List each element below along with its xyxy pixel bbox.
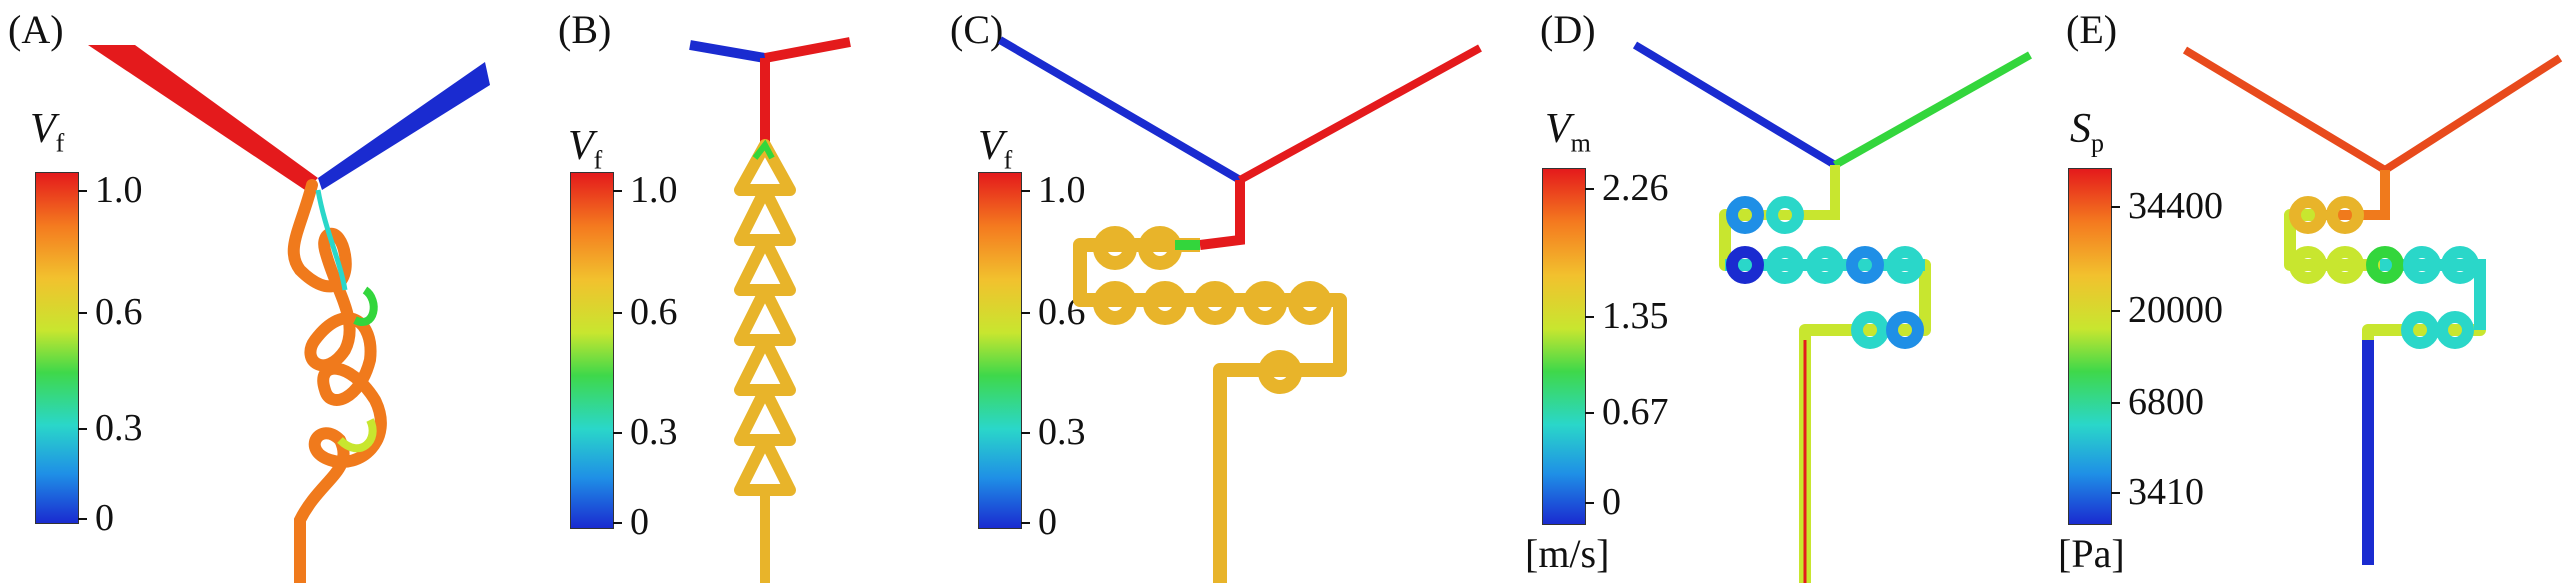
colorbar-tick-label: 0.3 [630, 411, 678, 453]
colorbar [35, 172, 79, 524]
colorbar-tick [2111, 206, 2120, 208]
colorbar-tick [1585, 188, 1594, 190]
microchannel-diagram [1632, 41, 2032, 583]
colorbar-tick-label: 6800 [2128, 381, 2204, 423]
green-stream [337, 418, 377, 453]
colorbar-symbol: V [1545, 106, 1571, 152]
stem-green [1760, 165, 1840, 220]
stem-red [1199, 180, 1245, 250]
inlet-red [764, 37, 851, 63]
colorbar-tick-label: 0.67 [1602, 391, 1669, 433]
inlet-blue [1632, 41, 1838, 169]
colorbar-tick [78, 312, 87, 314]
colorbar-tick [613, 312, 622, 314]
colorbar-tick-label: 2.26 [1602, 167, 1669, 209]
colorbar-tick-label: 0 [1602, 481, 1621, 523]
panel-b: (B) Vf 1.0 0.6 0.3 0 [500, 0, 900, 583]
colorbar-subscript: p [2091, 128, 2104, 158]
colorbar-tick [1021, 312, 1030, 314]
inlet-blue [318, 62, 490, 190]
colorbar-tick [78, 190, 87, 192]
colorbar-tick-label: 0.6 [95, 291, 143, 333]
colorbar-subscript: f [1003, 145, 1013, 175]
colorbar-title: Vf [30, 105, 64, 158]
colorbar-tick [1021, 522, 1030, 524]
inlet-junction-stream [315, 189, 348, 291]
colorbar-tick [1585, 316, 1594, 318]
panel-d: (D) Vm 2.26 1.35 0.67 0 [m/s] [1500, 0, 2050, 583]
inlet-red [1238, 44, 1482, 184]
colorbar-tick-label: 20000 [2128, 289, 2223, 331]
colorbar-tick [2111, 492, 2120, 494]
stem-orange [2320, 170, 2390, 220]
colorbar-tick [2111, 310, 2120, 312]
serpentine-loops [1073, 226, 1347, 583]
panel-label: (B) [558, 7, 612, 52]
colorbar-tick [2111, 402, 2120, 404]
colorbar [570, 172, 614, 529]
colorbar-tick [1021, 190, 1030, 192]
panel-label: (E) [2066, 7, 2118, 52]
colorbar [2068, 168, 2112, 525]
serpentine-loops [1719, 196, 1931, 583]
colorbar [978, 172, 1022, 529]
colorbar-title: Sp [2070, 105, 2104, 158]
colorbar-tick-label: 1.0 [1038, 169, 1086, 211]
microchannel-diagram [2182, 46, 2563, 565]
colorbar-unit: [m/s] [1525, 531, 1610, 576]
colorbar-tick-label: 0.3 [1038, 411, 1086, 453]
panel-a: (A) Vf 1.0 0.6 0.3 0 [0, 0, 500, 583]
green-tip [752, 139, 775, 160]
inlet-blue [997, 36, 1243, 184]
colorbar-symbol: S [2070, 106, 2091, 152]
triangle-chain [734, 139, 796, 496]
colorbar-tick [1585, 412, 1594, 414]
colorbar-symbol: V [568, 123, 594, 169]
panel-label: (C) [950, 7, 1004, 52]
panel-label: (A) [8, 7, 64, 52]
inlet-green [1833, 51, 2032, 169]
green-stream [353, 286, 378, 326]
colorbar-tick-label: 0 [95, 497, 114, 539]
colorbar-tick-label: 0.6 [630, 291, 678, 333]
serpentine-channel [287, 179, 387, 583]
colorbar-tick-label: 0 [630, 501, 649, 543]
colorbar-tick-label: 1.35 [1602, 295, 1669, 337]
colorbar-tick-label: 34400 [2128, 185, 2223, 227]
colorbar-tick-label: 1.0 [95, 169, 143, 211]
colorbar-title: Vm [1545, 105, 1591, 158]
microchannel-diagram [88, 45, 490, 583]
colorbar-symbol: V [978, 123, 1004, 169]
microchannel-diagram [689, 37, 851, 583]
panel-label: (D) [1540, 7, 1596, 52]
colorbar-subscript: f [55, 128, 65, 158]
colorbar-tick [1585, 502, 1594, 504]
colorbar-tick-label: 3410 [2128, 471, 2204, 513]
colorbar-tick-label: 0 [1038, 501, 1057, 543]
microchannel-diagram [997, 36, 1482, 583]
inlet-blue [689, 40, 766, 63]
colorbar [1542, 168, 1586, 525]
colorbar-title: Vf [978, 122, 1012, 175]
colorbar-subscript: m [1570, 128, 1591, 158]
colorbar-tick [78, 428, 87, 430]
panel-e: (E) Sp 34400 20000 6800 3410 [Pa] [2050, 0, 2567, 583]
colorbar-tick [613, 190, 622, 192]
colorbar-tick [78, 518, 87, 520]
inlet-red [88, 45, 318, 190]
serpentine-loops [2284, 196, 2486, 565]
colorbar-symbol: V [30, 106, 56, 152]
colorbar-tick [613, 522, 622, 524]
panel-c: (C) Vf 1.0 0.6 0.3 0 [900, 0, 1500, 583]
inlet-left [2182, 46, 2388, 174]
inlet-right [2382, 54, 2563, 174]
colorbar-title: Vf [568, 122, 602, 175]
colorbar-tick [613, 432, 622, 434]
colorbar-unit: [Pa] [2058, 531, 2125, 576]
colorbar-subscript: f [593, 145, 603, 175]
colorbar-tick [1021, 432, 1030, 434]
colorbar-tick-label: 1.0 [630, 169, 678, 211]
colorbar-tick-label: 0.3 [95, 407, 143, 449]
